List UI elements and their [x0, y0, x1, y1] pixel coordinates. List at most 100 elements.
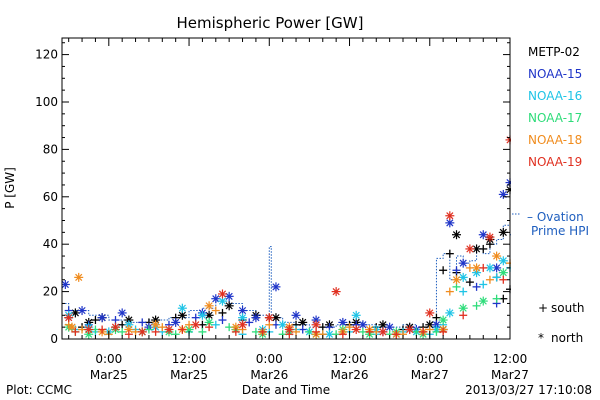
north-point-ray [218, 297, 227, 305]
north-point [271, 282, 281, 292]
north-point [64, 313, 74, 323]
north-point-ray [520, 146, 526, 152]
x-tick-date-label: Mar25 [170, 368, 208, 382]
north-point-ray [499, 228, 507, 236]
south-point [479, 280, 488, 289]
north-point-ray [312, 321, 320, 329]
north-point-ray [499, 190, 507, 199]
north-point [197, 310, 207, 320]
south-point [218, 308, 227, 317]
north-point [485, 263, 495, 273]
north-point-ray [185, 325, 193, 334]
south-point [292, 327, 301, 336]
north-point-ray [479, 231, 487, 239]
north-point-ray [285, 325, 293, 334]
plot-frame [61, 37, 511, 340]
north-point-ray [225, 302, 233, 310]
north-point-ray [479, 297, 487, 305]
north-point-ray [520, 293, 526, 299]
south-point [144, 325, 153, 334]
y-tick-label: 40 [43, 237, 58, 251]
north-point-ray [152, 321, 160, 329]
north-point [151, 320, 161, 330]
north-point-ray [238, 306, 247, 315]
y-tick-label: 80 [43, 142, 58, 156]
north-point-ray [205, 318, 213, 327]
south-point [298, 325, 307, 334]
series-noaa-15 [62, 93, 540, 336]
north-point-ray [534, 269, 540, 275]
south-point [392, 330, 401, 339]
north-point-ray [252, 314, 260, 322]
north-point-ray [406, 325, 414, 334]
north-point-ray [499, 257, 507, 265]
south-point [492, 294, 501, 303]
north-point [458, 272, 468, 282]
south-point [138, 318, 147, 327]
south-point [472, 282, 481, 291]
north-point-ray [446, 309, 454, 317]
legend-south-label: south [551, 301, 585, 315]
north-point-ray [514, 255, 520, 261]
y-tick-label: 20 [43, 285, 58, 299]
north-point-ray [452, 231, 461, 239]
north-point-ray [111, 323, 120, 331]
south-point [218, 316, 227, 325]
north-point [458, 303, 468, 313]
timestamp: 2013/03/27 17:10:08 [465, 383, 592, 397]
north-point [519, 199, 528, 208]
y-axis-label: P [GW] [3, 167, 17, 209]
north-point [438, 315, 448, 325]
north-point-ray [514, 253, 520, 259]
north-point-ray [265, 314, 273, 322]
north-point [231, 322, 241, 332]
south-point [231, 327, 240, 336]
north-point-ray [68, 323, 76, 331]
north-point [291, 310, 301, 320]
south-point [513, 302, 521, 310]
north-point [67, 322, 77, 332]
north-point [224, 291, 234, 301]
north-point [97, 313, 107, 323]
south-point [513, 271, 521, 279]
north-point [358, 320, 368, 330]
north-point-ray [85, 325, 93, 334]
north-point [452, 275, 462, 285]
north-point-ray [292, 311, 300, 319]
south-point [459, 287, 468, 296]
south-point [465, 278, 474, 287]
north-point-ray [178, 304, 186, 312]
south-point [459, 311, 468, 320]
south-point [98, 325, 107, 334]
south-point [245, 318, 254, 327]
north-point [137, 327, 147, 337]
north-point [298, 317, 308, 327]
south-point [499, 294, 508, 303]
legend-entry: NOAA-15 [528, 67, 582, 81]
north-point-ray [520, 269, 526, 275]
x-tick-time-label: 0:00 [416, 352, 443, 366]
north-point-ray [125, 325, 133, 334]
north-point-ray [299, 318, 307, 327]
north-point [251, 313, 261, 323]
south-point [526, 297, 534, 305]
north-point-ray [486, 264, 494, 272]
x-tick-time-label: 12:00 [332, 352, 367, 366]
north-point-ray [165, 325, 173, 334]
south-point [205, 323, 214, 332]
x-tick-time-label: 0:00 [95, 352, 122, 366]
north-point [278, 320, 288, 330]
x-tick-time-label: 12:00 [493, 352, 528, 366]
south-point [499, 275, 508, 284]
data-layer [62, 93, 540, 339]
north-point-ray [78, 306, 86, 315]
north-point-ray [225, 292, 233, 300]
north-point-ray [172, 318, 180, 327]
legend-entry: METP-02 [528, 45, 580, 59]
north-point [512, 93, 521, 102]
ovation-hpi-line [62, 224, 511, 328]
chart-title: Hemispheric Power [GW] [177, 14, 364, 32]
north-point-ray [332, 287, 340, 296]
south-point [118, 327, 127, 336]
south-point [345, 323, 354, 332]
